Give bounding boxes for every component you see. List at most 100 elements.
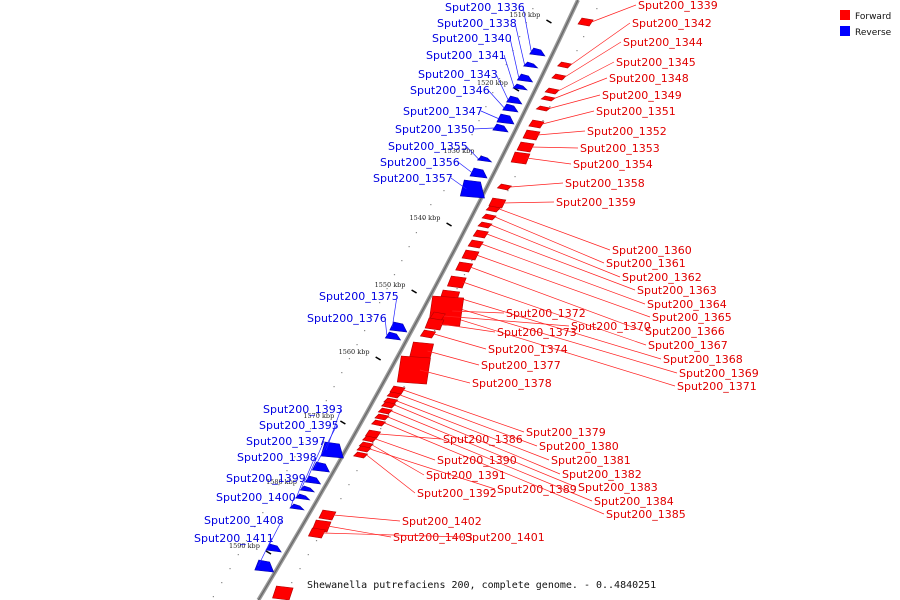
forward-gene-leader	[366, 454, 416, 494]
minor-tick	[498, 78, 501, 80]
minor-tick	[340, 498, 342, 500]
forward-gene-label: Sput200_1358	[565, 177, 645, 190]
forward-gene-label: Sput200_1342	[632, 17, 712, 30]
forward-gene-leader	[476, 254, 651, 318]
minor-tick	[478, 120, 480, 122]
reverse-gene-glyph	[476, 155, 493, 163]
forward-gene-leader	[322, 532, 464, 538]
minor-tick	[299, 568, 301, 570]
forward-gene-glyph	[510, 151, 531, 165]
forward-gene-leader	[470, 266, 644, 332]
reverse-gene-leader	[472, 127, 495, 130]
reverse-gene-label: Sput200_1395	[259, 419, 339, 432]
forward-gene-label: Sput200_1361	[606, 257, 686, 270]
kbp-tick-label: 1570 kbp	[303, 412, 334, 420]
minor-tick	[270, 498, 272, 500]
forward-gene-leader	[419, 369, 471, 384]
forward-gene-label: Sput200_1370	[571, 320, 651, 333]
minor-tick	[371, 316, 373, 318]
forward-gene-leader	[444, 314, 676, 387]
minor-tick	[341, 372, 343, 374]
forward-gene-leader	[494, 216, 605, 264]
forward-gene-leader	[427, 350, 480, 366]
forward-gene-glyph	[516, 141, 535, 153]
forward-gene-leader	[333, 514, 401, 522]
forward-gene-leader	[490, 224, 621, 278]
forward-gene-leader	[564, 41, 622, 78]
reverse-gene-glyph	[469, 167, 488, 179]
reverse-gene-leader	[503, 54, 515, 88]
reverse-gene-label: Sput200_1341	[426, 49, 506, 62]
reverse-gene-label: Sput200_1398	[237, 451, 317, 464]
forward-gene-leader	[531, 146, 579, 149]
forward-gene-label: Sput200_1363	[637, 284, 717, 297]
minor-tick	[463, 274, 466, 276]
minor-tick	[325, 400, 327, 402]
forward-gene-label: Sput200_1373	[497, 326, 577, 339]
reverse-gene-leader	[465, 145, 479, 160]
forward-gene-glyph	[374, 413, 390, 421]
kbp-tick-label: 1550 kbp	[375, 281, 406, 289]
forward-gene-label: Sput200_1366	[645, 325, 725, 338]
minor-tick	[348, 484, 350, 486]
reverse-gene-label: Sput200_1376	[307, 312, 387, 325]
minor-tick	[401, 260, 403, 262]
reverse-gene-label: Sput200_1393	[263, 403, 343, 416]
reverse-gene-glyph	[289, 503, 305, 511]
minor-tick	[471, 260, 473, 262]
forward-gene-glyph	[318, 509, 337, 521]
minor-tick	[519, 36, 521, 38]
legend-label-reverse: Reverse	[855, 28, 892, 38]
minor-tick	[485, 106, 487, 108]
minor-tick	[380, 428, 382, 430]
forward-gene-glyph	[477, 221, 493, 229]
minor-tick	[583, 36, 585, 38]
reverse-gene-leader	[384, 317, 388, 337]
forward-gene-glyph	[496, 183, 513, 191]
reverse-gene-label: Sput200_1346	[410, 84, 490, 97]
forward-gene-label: Sput200_1360	[612, 244, 692, 257]
forward-gene-glyph	[396, 355, 431, 385]
forward-gene-label: Sput200_1391	[426, 469, 506, 482]
reverse-gene-label: Sput200_1340	[432, 32, 512, 45]
forward-gene-glyph	[556, 61, 573, 69]
reverse-gene-glyph	[529, 47, 546, 57]
reverse-gene-glyph	[496, 113, 515, 125]
minor-tick	[492, 92, 494, 94]
forward-gene-leader	[384, 422, 605, 515]
reverse-gene-leader	[296, 477, 305, 498]
kbp-tick-mark	[375, 356, 382, 361]
reverse-gene-glyph	[506, 95, 523, 105]
forward-gene-label: Sput200_1390	[437, 454, 517, 467]
forward-gene-label: Sput200_1362	[622, 271, 702, 284]
forward-gene-label: Sput200_1378	[472, 377, 552, 390]
forward-gene-leader	[510, 182, 564, 188]
forward-gene-label: Sput200_1401	[465, 531, 545, 544]
forward-gene-label: Sput200_1365	[652, 311, 732, 324]
reverse-gene-label: Sput200_1355	[388, 140, 468, 153]
forward-gene-label: Sput200_1351	[596, 105, 676, 118]
forward-gene-glyph	[307, 527, 326, 539]
reverse-gene-leader	[391, 295, 398, 328]
reverse-gene-label: Sput200_1399	[226, 472, 306, 485]
kbp-tick-label: 1530 kbp	[444, 147, 475, 155]
forward-gene-leader	[557, 61, 615, 92]
forward-gene-leader	[396, 400, 550, 461]
minor-tick	[302, 442, 304, 444]
minor-tick	[364, 330, 366, 332]
reverse-gene-label: Sput200_1336	[445, 1, 525, 14]
minor-tick	[403, 386, 405, 388]
forward-gene-glyph	[361, 435, 378, 443]
forward-gene-label: Sput200_1381	[551, 454, 631, 467]
minor-tick	[456, 288, 458, 290]
kbp-tick-label: 1540 kbp	[410, 214, 441, 222]
forward-gene-label: Sput200_1369	[679, 367, 759, 380]
minor-tick	[532, 8, 534, 10]
kbp-tick-mark	[339, 420, 346, 425]
reverse-gene-label: Sput200_1375	[319, 290, 399, 303]
forward-gene-label: Sput200_1402	[402, 515, 482, 528]
forward-gene-glyph	[577, 17, 594, 27]
minor-tick	[356, 470, 358, 472]
forward-gene-label: Sput200_1374	[488, 343, 568, 356]
